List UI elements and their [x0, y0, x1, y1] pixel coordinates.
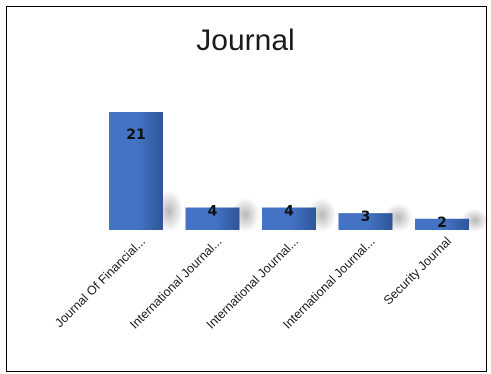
data-label: 3 — [361, 209, 371, 225]
bar — [415, 218, 469, 230]
data-label: 4 — [284, 204, 294, 220]
data-label: 2 — [437, 215, 447, 231]
chart-title: Journal — [196, 24, 295, 57]
bar — [338, 213, 393, 230]
bar — [185, 207, 240, 230]
bar — [109, 112, 163, 230]
bar — [262, 207, 316, 230]
data-label: 21 — [126, 127, 145, 143]
chart-frame — [6, 6, 487, 372]
data-label: 4 — [208, 204, 218, 220]
x-tick-label: Security Journal — [381, 234, 454, 307]
